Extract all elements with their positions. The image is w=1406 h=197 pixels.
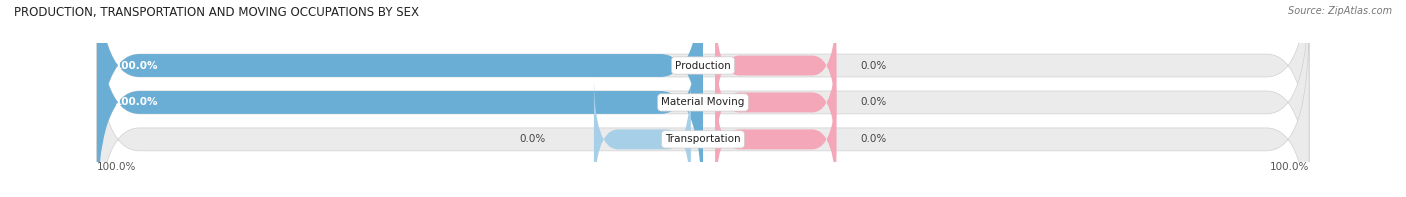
FancyBboxPatch shape [716, 2, 837, 129]
Text: Material Moving: Material Moving [661, 98, 745, 107]
Text: 0.0%: 0.0% [860, 134, 887, 144]
FancyBboxPatch shape [593, 75, 690, 197]
FancyBboxPatch shape [97, 0, 703, 183]
Text: 100.0%: 100.0% [115, 98, 159, 107]
Text: 100.0%: 100.0% [97, 162, 136, 172]
FancyBboxPatch shape [97, 0, 1309, 183]
FancyBboxPatch shape [97, 21, 1309, 197]
Text: 0.0%: 0.0% [860, 60, 887, 71]
FancyBboxPatch shape [97, 0, 1309, 197]
Text: 0.0%: 0.0% [860, 98, 887, 107]
Text: Transportation: Transportation [665, 134, 741, 144]
Text: Source: ZipAtlas.com: Source: ZipAtlas.com [1288, 6, 1392, 16]
FancyBboxPatch shape [97, 0, 703, 197]
FancyBboxPatch shape [716, 39, 837, 166]
Text: 100.0%: 100.0% [1270, 162, 1309, 172]
Text: 0.0%: 0.0% [519, 134, 546, 144]
FancyBboxPatch shape [716, 75, 837, 197]
Text: 100.0%: 100.0% [115, 60, 159, 71]
Text: PRODUCTION, TRANSPORTATION AND MOVING OCCUPATIONS BY SEX: PRODUCTION, TRANSPORTATION AND MOVING OC… [14, 6, 419, 19]
Text: Production: Production [675, 60, 731, 71]
